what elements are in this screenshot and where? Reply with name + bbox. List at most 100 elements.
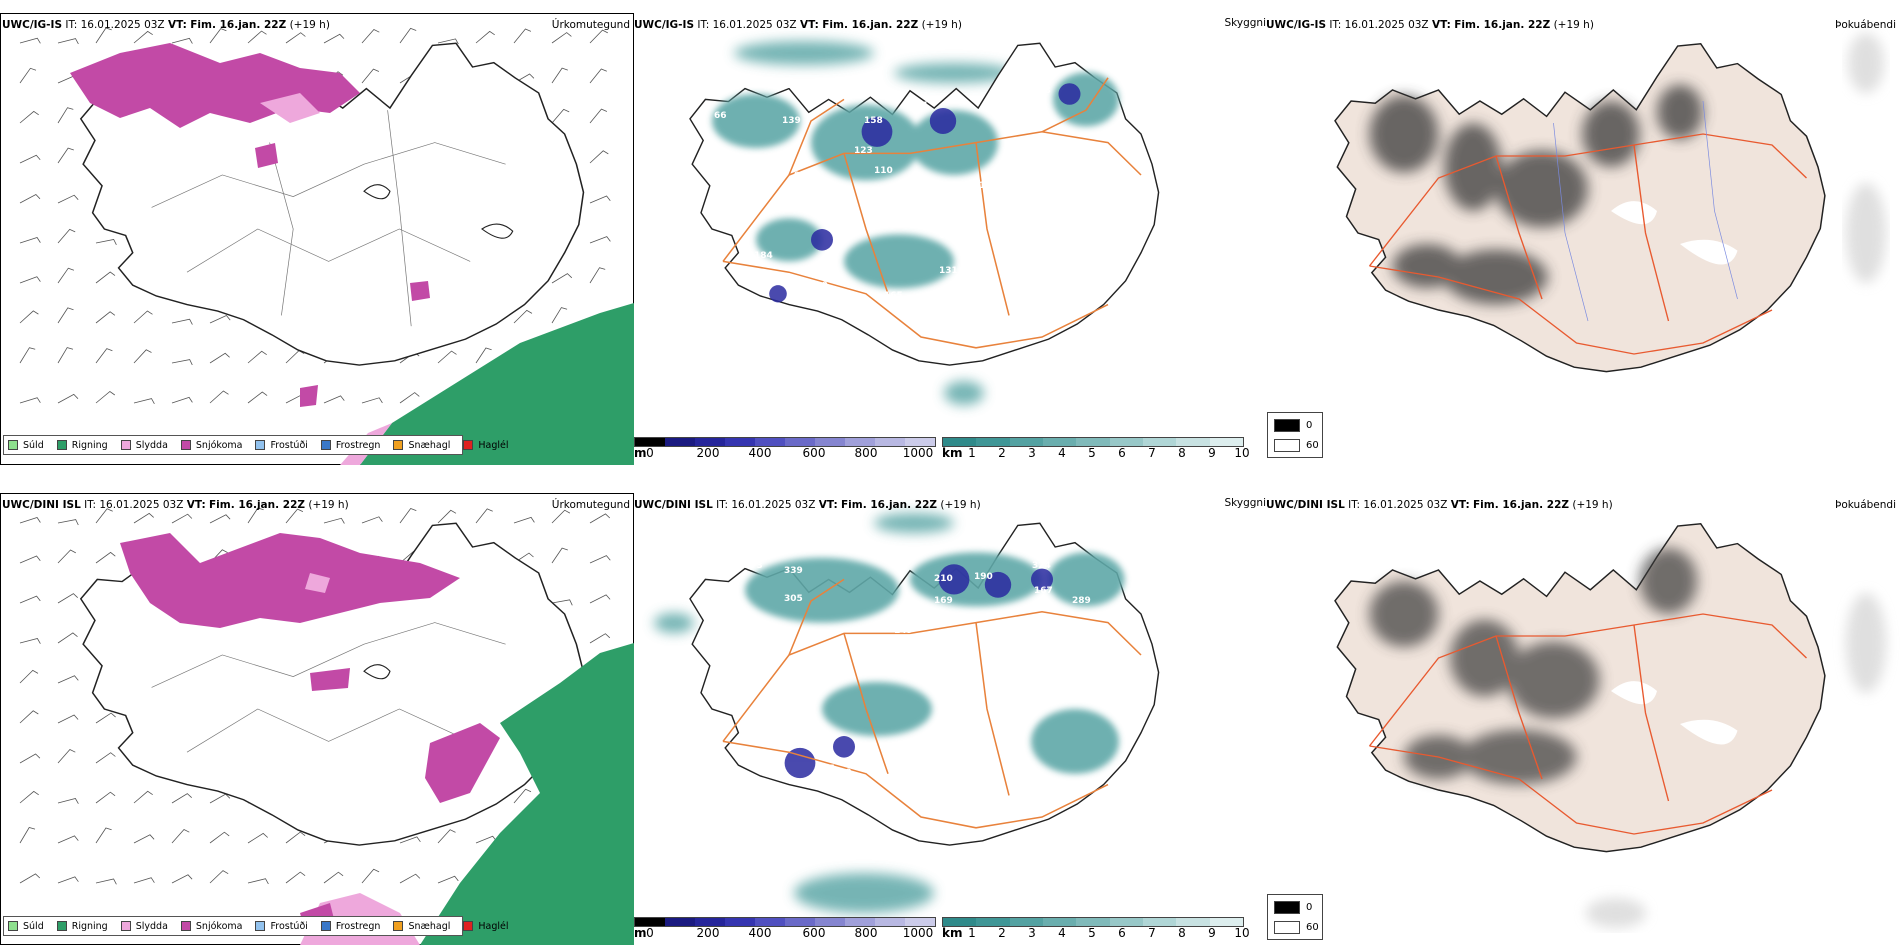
it-label: IT: bbox=[1329, 19, 1342, 31]
wind-barb bbox=[133, 398, 155, 404]
wind-barb bbox=[551, 307, 568, 324]
vt-label: VT: bbox=[186, 499, 206, 511]
wind-barb bbox=[133, 349, 152, 364]
wind-barb bbox=[95, 878, 117, 885]
wind-barb bbox=[57, 798, 79, 804]
precip-legend: Súld Rigning Slydda Snjókoma Frostúði Fr… bbox=[3, 435, 509, 455]
wind-barb bbox=[19, 276, 41, 284]
wind-barb bbox=[19, 237, 41, 244]
vt-value: Fim. 16.jan. 22Z bbox=[1473, 499, 1569, 511]
wind-barb bbox=[399, 508, 417, 524]
visibility-value-label: 131 bbox=[939, 266, 958, 276]
wind-barb bbox=[19, 555, 41, 564]
visibility-value-label: 173 bbox=[744, 561, 763, 571]
visibility-value-label: 100 bbox=[809, 281, 828, 291]
model-name: UWC/DINI ISL bbox=[2, 499, 81, 511]
wind-barb bbox=[247, 878, 269, 885]
visibility-value-label: 92 bbox=[866, 758, 879, 768]
wind-barb bbox=[95, 791, 116, 804]
wind-barb bbox=[399, 392, 420, 404]
visibility-panel-row2: 173 339 305 210 190 167 324 289 169 149 420 84 92 80 7… bbox=[634, 493, 1266, 945]
visibility-value-label: 84 bbox=[924, 746, 937, 756]
legend-swatch-sleet bbox=[120, 921, 131, 931]
visibility-value-label: 149 bbox=[894, 626, 913, 636]
header: UWC/DINI ISL IT: 16.01.2025 03Z VT: Fim.… bbox=[1266, 499, 1613, 511]
wind-barb bbox=[171, 513, 193, 524]
model-name: UWC/IG-IS bbox=[634, 19, 695, 31]
wind-barb bbox=[171, 37, 193, 44]
wind-barb bbox=[285, 871, 306, 884]
wind-barb bbox=[323, 517, 345, 524]
wind-barb bbox=[323, 33, 345, 44]
wind-barb bbox=[95, 752, 116, 764]
wind-barb bbox=[361, 868, 380, 884]
visibility-value-label: 123 bbox=[854, 146, 873, 156]
visibility-value-label: 158 bbox=[864, 116, 883, 126]
precip-type-map bbox=[19, 27, 634, 465]
visibility-value-labels: 173 339 305 210 190 167 324 289 169 149 420 84 92 80 7… bbox=[744, 561, 1091, 806]
wind-barb bbox=[95, 239, 117, 245]
wind-barb bbox=[589, 195, 611, 204]
wind-barb bbox=[95, 508, 113, 524]
wind-barb bbox=[551, 273, 573, 284]
header: UWC/IG-IS IT: 16.01.2025 03Z VT: Fim. 16… bbox=[2, 19, 330, 31]
wind-barb bbox=[209, 352, 230, 364]
wind-barb bbox=[513, 309, 533, 324]
visibility-value-label: 305 bbox=[784, 594, 803, 604]
wind-barb bbox=[57, 675, 79, 684]
legend-swatch-rain bbox=[56, 921, 67, 931]
wind-barb bbox=[19, 397, 41, 404]
it-value: 16.01.2025 03Z bbox=[80, 19, 165, 31]
wind-barb bbox=[437, 509, 457, 524]
legend-item: Rigning bbox=[56, 921, 108, 932]
wind-barb bbox=[133, 834, 155, 844]
it-value: 16.01.2025 03Z bbox=[712, 19, 797, 31]
header: UWC/IG-IS IT: 16.01.2025 03Z VT: Fim. 16… bbox=[1266, 19, 1594, 31]
visibility-map: 245 173 139 66 93 97 158 123 98 110 174 196 328 235 18… bbox=[689, 41, 1160, 405]
wind-barb bbox=[57, 549, 76, 564]
wind-barb bbox=[19, 873, 41, 884]
vt-value: Fim. 16.jan. 22Z bbox=[841, 499, 937, 511]
visibility-value-label: 77 bbox=[822, 764, 835, 774]
fog-swatch-60 bbox=[1274, 921, 1300, 934]
wind-barb bbox=[589, 108, 608, 124]
legend-item: Súld bbox=[8, 921, 44, 932]
wind-barb bbox=[361, 516, 383, 524]
vt-label: VT: bbox=[1431, 19, 1451, 31]
wind-barb bbox=[247, 832, 268, 844]
it-value: 16.01.2025 03Z bbox=[1344, 19, 1429, 31]
legend-swatch-freezing-rain bbox=[320, 440, 331, 450]
panel-title: Skyggni bbox=[1224, 497, 1267, 509]
wind-barb bbox=[589, 150, 609, 164]
wind-barb bbox=[209, 514, 231, 524]
wind-barb bbox=[551, 509, 571, 524]
legend-swatch-hail bbox=[463, 440, 474, 450]
wind-barb bbox=[589, 594, 611, 604]
visibility-value-label: 110 bbox=[874, 166, 893, 176]
vt-value: Fim. 16.jan. 22Z bbox=[209, 499, 305, 511]
legend-item: Frostregn bbox=[320, 921, 380, 932]
wind-barb bbox=[209, 28, 227, 44]
wind-barb bbox=[209, 831, 230, 844]
legend-item: Snæhagl bbox=[393, 440, 450, 451]
legend-item: Rigning bbox=[56, 440, 108, 451]
visibility-value-label: 210 bbox=[934, 574, 953, 584]
panel-title: Þokuábendi bbox=[1835, 19, 1896, 31]
map-frame bbox=[0, 13, 634, 465]
snow-area bbox=[120, 533, 460, 628]
visibility-value-label: 98 bbox=[834, 184, 847, 194]
panel-title: Úrkomutegund bbox=[551, 19, 630, 31]
wind-barb bbox=[19, 517, 41, 524]
legend-item: Frostúði bbox=[255, 440, 308, 451]
wind-barb bbox=[57, 107, 74, 124]
wind-barb bbox=[19, 638, 41, 644]
colorbar-km bbox=[942, 917, 1244, 927]
visibility-value-label: 167 bbox=[1034, 586, 1053, 596]
wind-barb bbox=[589, 633, 611, 644]
wind-barb bbox=[323, 395, 345, 404]
legend-swatch-rain bbox=[56, 440, 67, 450]
model-name: UWC/IG-IS bbox=[1266, 19, 1327, 31]
wind-barb bbox=[437, 38, 459, 45]
wind-barb bbox=[57, 593, 78, 604]
visibility-value-label: 139 bbox=[782, 116, 801, 126]
